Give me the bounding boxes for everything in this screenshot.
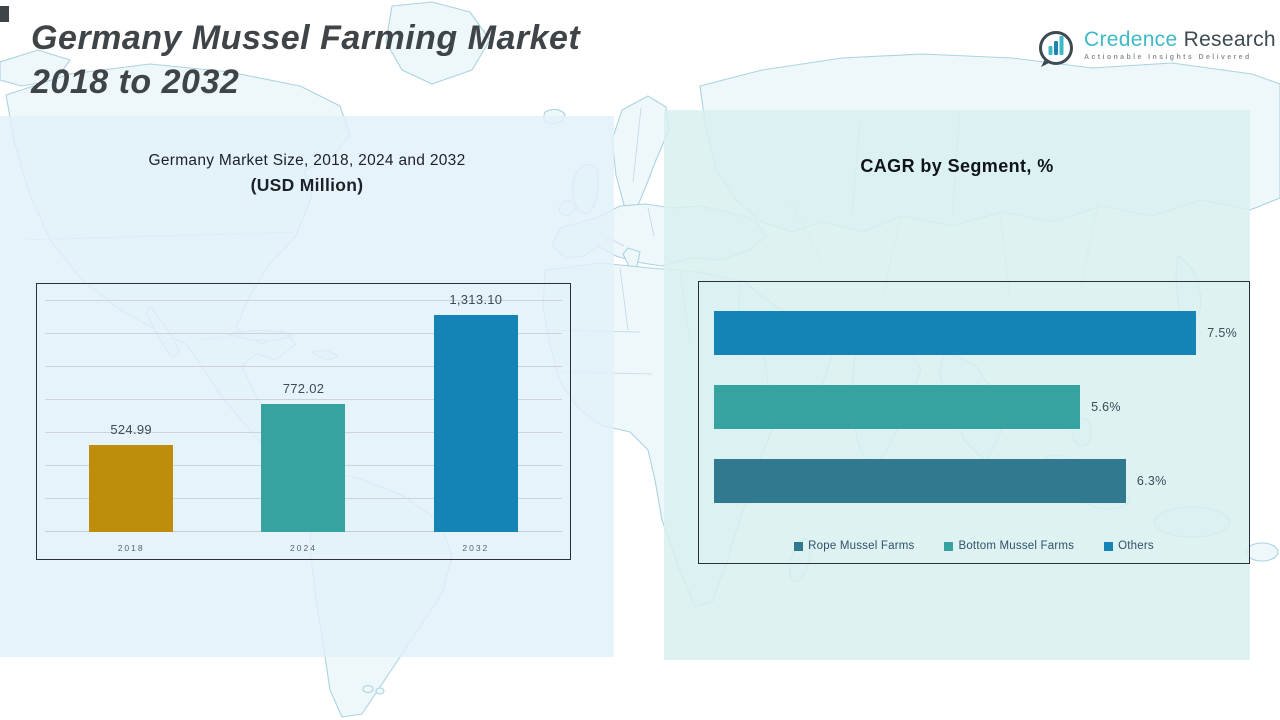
market-size-title-text: Germany Market Size, 2018, 2024 and 2032 bbox=[148, 152, 466, 169]
bar-2024 bbox=[261, 404, 346, 532]
cagr-value-label: 7.5% bbox=[1207, 326, 1237, 340]
value-label-2032: 1,313.10 bbox=[449, 291, 503, 307]
legend-label: Rope Mussel Farms bbox=[808, 540, 915, 552]
cagr-row-others: 7.5% bbox=[714, 311, 1237, 355]
cagr-value-label: 6.3% bbox=[1136, 474, 1167, 488]
market-size-plot: 524.99 2018 772.02 2024 1,313.10 2032 bbox=[45, 284, 562, 553]
market-size-chart-title: Germany Market Size, 2018, 2024 and 2032… bbox=[0, 152, 614, 196]
bar-group-2032: 1,313.10 2032 bbox=[390, 284, 562, 553]
gridline bbox=[45, 365, 562, 367]
market-size-panel: Germany Market Size, 2018, 2024 and 2032… bbox=[0, 116, 614, 657]
cagr-value-label: 5.6% bbox=[1091, 400, 1121, 414]
logo-brand-secondary: Research bbox=[1183, 28, 1276, 51]
cagr-chart-title: CAGR by Segment, % bbox=[860, 156, 1054, 176]
cagr-bar-rope-mussel-farms bbox=[714, 459, 1126, 503]
gridline bbox=[45, 398, 562, 400]
legend-item-others: Others bbox=[1104, 540, 1154, 552]
logo-brand-primary: Credence bbox=[1084, 28, 1178, 51]
cagr-chart: 7.5% 5.6% 6.3% Rope Mussel Farms Bottom Mus… bbox=[698, 281, 1250, 564]
gridline bbox=[45, 332, 562, 334]
legend-swatch-icon bbox=[944, 541, 954, 551]
legend-swatch-icon bbox=[794, 541, 804, 551]
logo-tagline: Actionable Insights Delivered bbox=[1084, 54, 1252, 62]
logo-bar-chart-bubble-icon bbox=[1035, 28, 1077, 75]
bar-group-2018: 524.99 2018 bbox=[45, 284, 217, 553]
legend-swatch-icon bbox=[1104, 541, 1114, 551]
gridline bbox=[45, 299, 562, 301]
category-label-2032: 2032 bbox=[462, 543, 490, 553]
market-size-chart: 524.99 2018 772.02 2024 1,313.10 2032 bbox=[36, 283, 571, 560]
legend-label: Others bbox=[1118, 540, 1154, 552]
page-title-line2: 2018 to 2032 bbox=[31, 63, 240, 102]
cagr-rows: 7.5% 5.6% 6.3% bbox=[714, 311, 1237, 533]
logo-brand-name: Credence Research bbox=[1084, 28, 1276, 51]
legend-item-rope-mussel-farms: Rope Mussel Farms bbox=[794, 540, 914, 552]
market-size-unit-text: (USD Million) bbox=[250, 175, 364, 195]
page-title-line1: Germany Mussel Farming Market bbox=[31, 19, 581, 57]
value-label-2018: 524.99 bbox=[110, 422, 152, 438]
bar-2018 bbox=[89, 445, 174, 532]
cagr-panel: CAGR by Segment, % 7.5% 5.6% 6.3% Rope Mus… bbox=[664, 110, 1250, 660]
bar-group-2024: 772.02 2024 bbox=[217, 284, 389, 553]
legend-item-bottom-mussel-farms: Bottom Mussel Farms bbox=[944, 540, 1074, 552]
cagr-row-bottom-mussel-farms: 5.6% bbox=[714, 385, 1237, 429]
category-label-2018: 2018 bbox=[117, 543, 145, 553]
value-label-2024: 772.02 bbox=[282, 381, 325, 397]
page-title: Germany Mussel Farming Market 2018 to 20… bbox=[31, 16, 580, 104]
cagr-legend: Rope Mussel Farms Bottom Mussel Farms Othe… bbox=[699, 540, 1249, 552]
cagr-bar-others bbox=[714, 311, 1197, 355]
cagr-row-rope-mussel-farms: 6.3% bbox=[714, 459, 1237, 503]
slide-corner-mark bbox=[0, 6, 9, 22]
cagr-bar-bottom-mussel-farms bbox=[714, 385, 1081, 429]
category-label-2024: 2024 bbox=[290, 543, 317, 553]
legend-label: Bottom Mussel Farms bbox=[958, 540, 1075, 552]
credence-research-logo: Credence Research Actionable Insights De… bbox=[1035, 28, 1276, 75]
bar-2032 bbox=[433, 314, 518, 532]
